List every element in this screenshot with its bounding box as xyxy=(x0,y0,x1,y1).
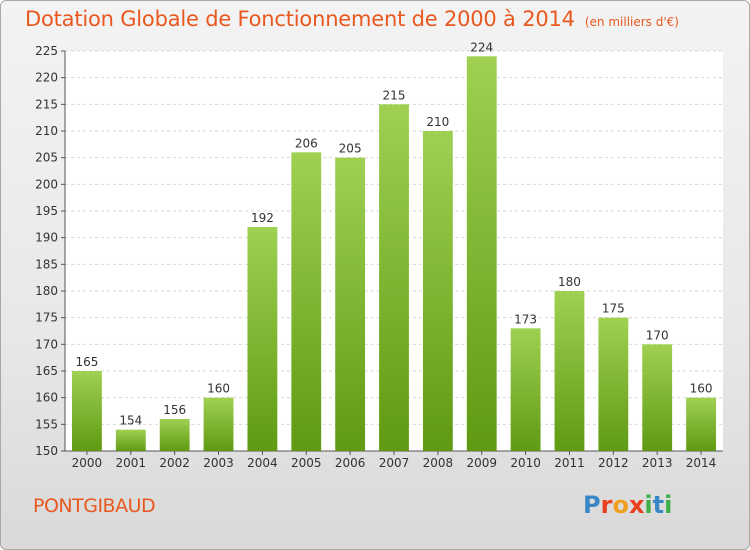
brand-letter: t xyxy=(652,491,665,519)
y-tick-label: 210 xyxy=(35,124,58,138)
bar xyxy=(422,131,453,451)
x-tick-label: 2005 xyxy=(291,456,322,470)
data-label: 160 xyxy=(207,382,230,396)
bar xyxy=(291,152,322,452)
x-tick-label: 2002 xyxy=(159,456,190,470)
axes: 150 155 160 165 170 175 180 185 190 195 200 205 210 2… xyxy=(35,44,723,470)
data-label: 192 xyxy=(251,211,274,225)
bars xyxy=(72,56,716,452)
data-label: 215 xyxy=(383,88,406,102)
x-tick-label: 2001 xyxy=(116,456,147,470)
y-tick-label: 175 xyxy=(35,311,58,325)
x-tick-label: 2014 xyxy=(686,456,717,470)
y-tick-label: 195 xyxy=(35,204,58,218)
y-tick-label: 150 xyxy=(35,444,58,458)
brand-letter: P xyxy=(583,491,601,519)
y-tick-label: 155 xyxy=(35,417,58,431)
chart-subtitle: (en milliers d'€) xyxy=(584,15,679,29)
y-tick-label: 205 xyxy=(35,151,58,165)
x-tick-label: 2010 xyxy=(510,456,541,470)
x-tick-label: 2004 xyxy=(247,456,278,470)
data-label: 160 xyxy=(690,382,713,396)
bar xyxy=(115,429,146,451)
brand-letter: i xyxy=(644,491,653,519)
x-tick-label: 2009 xyxy=(466,456,497,470)
x-tick-label: 2007 xyxy=(379,456,410,470)
bar xyxy=(203,397,234,451)
data-label: 165 xyxy=(75,355,98,369)
brand-letter: x xyxy=(628,491,645,519)
chart-title: Dotation Globale de Fonctionnement de 20… xyxy=(25,7,679,31)
y-tick-label: 200 xyxy=(35,177,58,191)
bar xyxy=(686,397,716,451)
data-label: 170 xyxy=(646,328,669,342)
data-label: 224 xyxy=(470,40,493,54)
bar xyxy=(72,371,102,451)
data-label: 205 xyxy=(339,142,362,156)
y-tick-label: 190 xyxy=(35,231,58,245)
brand-letter: r xyxy=(600,491,613,519)
data-label: 173 xyxy=(514,312,537,326)
bar xyxy=(247,227,278,451)
data-label: 206 xyxy=(295,136,318,150)
brand-letter: i xyxy=(664,491,673,519)
x-tick-label: 2003 xyxy=(203,456,234,470)
data-label: 175 xyxy=(602,302,625,316)
data-label: 156 xyxy=(163,403,186,417)
data-label: 180 xyxy=(558,275,581,289)
bar xyxy=(554,291,585,451)
bar xyxy=(379,104,409,451)
bar xyxy=(642,344,673,451)
y-tick-label: 165 xyxy=(35,364,58,378)
y-tick-label: 215 xyxy=(35,97,58,111)
bar xyxy=(335,157,366,451)
bar xyxy=(159,419,190,451)
brand-logo: Proxiti xyxy=(583,491,672,519)
commune-name: PONTGIBAUD xyxy=(33,495,156,517)
x-tick-label: 2012 xyxy=(598,456,629,470)
y-tick-label: 170 xyxy=(35,337,58,351)
x-tick-label: 2000 xyxy=(72,456,103,470)
x-tick-label: 2008 xyxy=(423,456,454,470)
y-tick-label: 225 xyxy=(35,44,58,58)
y-tick-label: 180 xyxy=(35,284,58,298)
bar xyxy=(598,317,629,451)
y-tick-label: 185 xyxy=(35,257,58,271)
bar xyxy=(466,56,497,451)
y-tick-label: 220 xyxy=(35,71,58,85)
x-tick-label: 2011 xyxy=(554,456,585,470)
labels: 165 154 156 160 192 206 205 215 210 224 173 180 175 1… xyxy=(75,40,712,427)
x-tick-label: 2006 xyxy=(335,456,366,470)
brand-letter: o xyxy=(612,491,629,519)
bar xyxy=(510,328,541,451)
data-label: 154 xyxy=(119,414,142,428)
chart-title-text: Dotation Globale de Fonctionnement de 20… xyxy=(25,7,575,31)
x-tick-label: 2013 xyxy=(642,456,673,470)
y-tick-label: 160 xyxy=(35,391,58,405)
data-label: 210 xyxy=(426,115,449,129)
